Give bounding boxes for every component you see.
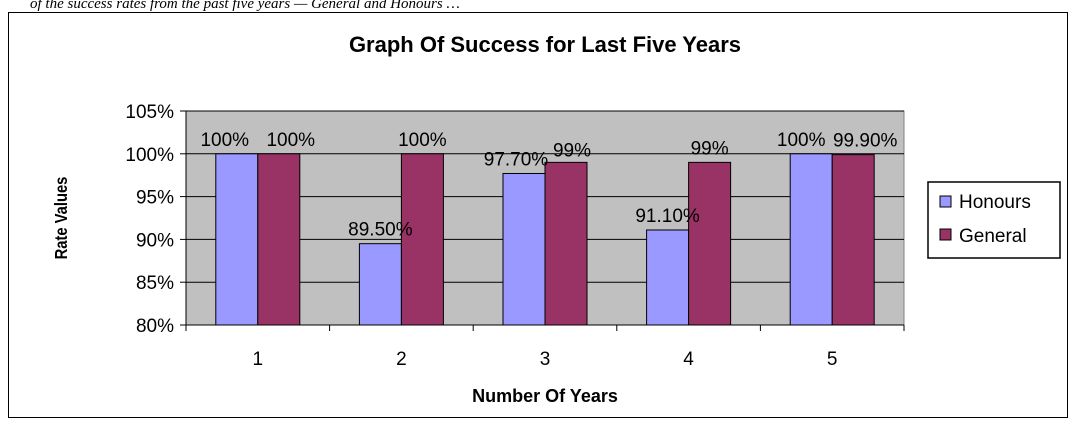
legend: Honours General	[927, 181, 1061, 259]
bars	[215, 153, 875, 326]
legend-label-honours: Honours	[959, 192, 1031, 213]
data-label-honours-2: 89.50%	[348, 220, 413, 241]
tick-labels: 80% 85% 90% 95% 100% 105% 1 2 3 4 5	[125, 102, 837, 370]
legend-swatch-honours	[939, 195, 952, 208]
x-tick-label: 2	[396, 349, 407, 370]
bar-honours-5	[789, 153, 833, 326]
data-label-honours-4: 91.10%	[635, 206, 700, 227]
data-label-honours-1: 100%	[200, 130, 249, 151]
x-tick-label: 1	[253, 349, 264, 370]
legend-box	[927, 181, 1061, 259]
bar-general-4	[688, 161, 732, 326]
x-tick-label: 3	[540, 349, 551, 370]
legend-swatch-general	[939, 228, 952, 241]
data-label-general-1: 100%	[266, 130, 315, 151]
y-tick-label: 105%	[125, 102, 174, 123]
data-label-general-5: 99.90%	[833, 131, 898, 152]
y-tick-label: 85%	[136, 273, 174, 294]
x-tick-label: 5	[827, 349, 838, 370]
y-tick-label: 95%	[136, 188, 174, 209]
y-tick-label: 90%	[136, 230, 174, 251]
top-caption: of the success rates from the past five …	[30, 0, 460, 12]
y-axis-label: Rate Values	[52, 177, 72, 260]
bar-general-3	[544, 161, 588, 326]
x-axis-label: Number Of Years	[472, 386, 618, 406]
data-label-honours-3: 97.70%	[484, 149, 549, 170]
bar-honours-1	[215, 153, 259, 326]
bar-honours-3	[502, 172, 546, 326]
bar-general-5	[831, 154, 875, 326]
y-tick-label: 80%	[136, 316, 174, 337]
data-labels: 100% 100%89.50%100%97.70% 99%91.10%99% 100%…	[200, 130, 897, 241]
x-tick-label: 4	[683, 349, 694, 370]
legend-label-general: General	[959, 226, 1027, 247]
y-tick-label: 100%	[125, 145, 174, 166]
bar-honours-4	[646, 229, 690, 326]
bar-general-2	[400, 153, 444, 326]
chart-title: Graph Of Success for Last Five Years	[349, 32, 741, 57]
data-label-honours-5: 100%	[777, 130, 826, 151]
gridlines	[186, 110, 904, 283]
data-label-general-2: 100%	[398, 130, 447, 151]
bar-general-1	[257, 153, 301, 326]
axes	[180, 110, 905, 331]
data-label-general-3: 99%	[553, 140, 591, 161]
data-label-general-4: 99%	[691, 138, 729, 159]
bar-honours-2	[358, 243, 402, 326]
